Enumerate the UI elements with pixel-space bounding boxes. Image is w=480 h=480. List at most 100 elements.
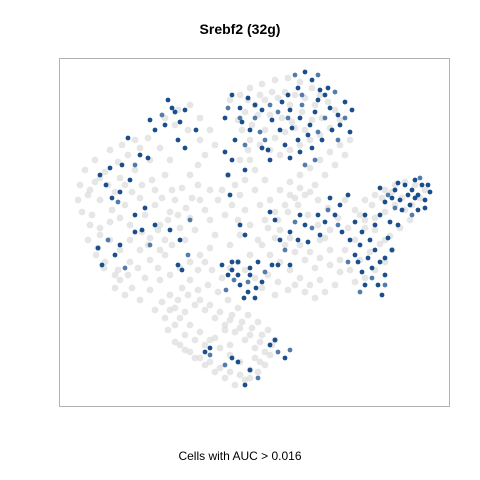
background-cell-point <box>148 176 156 184</box>
plot-frame <box>59 58 450 407</box>
background-cell-point <box>266 196 274 204</box>
background-cell-point <box>176 314 184 322</box>
background-cell-point <box>158 194 166 202</box>
background-cell-point <box>254 236 262 244</box>
auc-cell-point <box>282 355 288 361</box>
background-cell-point <box>326 261 334 269</box>
auc-cell-point <box>252 115 258 121</box>
auc-cell-point <box>382 199 388 205</box>
background-cell-point <box>314 221 322 229</box>
background-cell-point <box>248 121 256 129</box>
background-cell-point <box>171 196 179 204</box>
background-cell-point <box>221 326 229 334</box>
auc-cell-point <box>297 212 303 218</box>
background-cell-point <box>194 181 202 189</box>
background-cell-point <box>258 80 266 88</box>
auc-cell-point <box>269 262 275 268</box>
background-cell-point <box>306 188 314 196</box>
auc-cell-point <box>372 247 378 253</box>
background-cell-point <box>351 206 359 214</box>
auc-cell-point <box>405 192 411 198</box>
background-cell-point <box>306 281 314 289</box>
auc-cell-point <box>347 237 353 243</box>
background-cell-point <box>251 354 259 362</box>
auc-cell-point <box>287 107 293 113</box>
background-cell-point <box>126 236 134 244</box>
background-cell-point <box>174 211 182 219</box>
background-cell-point <box>281 128 289 136</box>
auc-cell-point <box>387 219 393 225</box>
auc-cell-point <box>295 85 301 91</box>
auc-cell-point <box>377 259 383 265</box>
background-cell-point <box>301 256 309 264</box>
auc-cell-point <box>229 267 235 273</box>
background-cell-point <box>261 176 269 184</box>
background-cell-point <box>161 171 169 179</box>
background-cell-point <box>316 91 324 99</box>
auc-cell-point <box>389 195 395 201</box>
background-cell-point <box>184 291 192 299</box>
auc-cell-point <box>115 199 121 205</box>
auc-cell-point <box>415 192 421 198</box>
auc-cell-point <box>425 182 431 188</box>
background-cell-point <box>251 186 259 194</box>
auc-cell-point <box>165 97 171 103</box>
background-cell-point <box>92 251 100 259</box>
auc-cell-point <box>127 177 133 183</box>
background-cell-point <box>201 258 209 266</box>
auc-cell-point <box>395 222 401 228</box>
background-cell-point <box>178 284 186 292</box>
auc-cell-point <box>329 127 335 133</box>
background-cell-point <box>226 341 234 349</box>
auc-cell-point <box>142 205 148 211</box>
background-cell-point <box>218 274 226 282</box>
auc-cell-point <box>379 292 385 298</box>
background-cell-point <box>286 191 294 199</box>
background-cell-point <box>376 240 384 248</box>
background-cell-point <box>206 186 214 194</box>
background-cell-point <box>381 208 389 216</box>
auc-cell-point <box>289 125 295 131</box>
background-cell-point <box>361 216 369 224</box>
auc-cell-point <box>367 237 373 243</box>
background-cell-point <box>231 328 239 336</box>
auc-cell-point <box>132 212 138 218</box>
background-cell-point <box>124 271 132 279</box>
background-cell-point <box>261 96 269 104</box>
auc-cell-point <box>99 262 105 268</box>
background-cell-point <box>136 296 144 304</box>
background-cell-point <box>154 226 162 234</box>
auc-cell-point <box>247 127 253 133</box>
background-cell-point <box>181 236 189 244</box>
background-cell-point <box>116 214 124 222</box>
auc-cell-point <box>332 89 338 95</box>
background-cell-point <box>316 156 324 164</box>
auc-cell-point <box>279 99 285 105</box>
auc-cell-point <box>177 237 183 243</box>
background-cell-point <box>371 226 379 234</box>
background-cell-point <box>286 101 294 109</box>
background-cell-point <box>286 266 294 274</box>
background-cell-point <box>216 364 224 372</box>
background-cell-point <box>236 156 244 164</box>
auc-cell-point <box>327 105 333 111</box>
background-cell-point <box>171 121 179 129</box>
background-cell-point <box>286 178 294 186</box>
background-cell-point <box>228 311 236 319</box>
auc-cell-point <box>122 265 128 271</box>
background-cell-point <box>218 186 226 194</box>
auc-cell-point <box>269 117 275 123</box>
background-cell-point <box>214 196 222 204</box>
background-cell-point <box>186 276 194 284</box>
background-cell-point <box>164 326 172 334</box>
background-cell-point <box>191 354 199 362</box>
background-cell-point <box>324 98 332 106</box>
auc-cell-point <box>282 247 288 253</box>
auc-cell-point <box>267 209 273 215</box>
auc-cell-point <box>259 279 265 285</box>
background-cell-point <box>308 84 316 92</box>
auc-cell-point <box>315 72 321 78</box>
auc-cell-point <box>325 85 331 91</box>
background-cell-point <box>234 216 242 224</box>
auc-cell-point <box>259 145 265 151</box>
